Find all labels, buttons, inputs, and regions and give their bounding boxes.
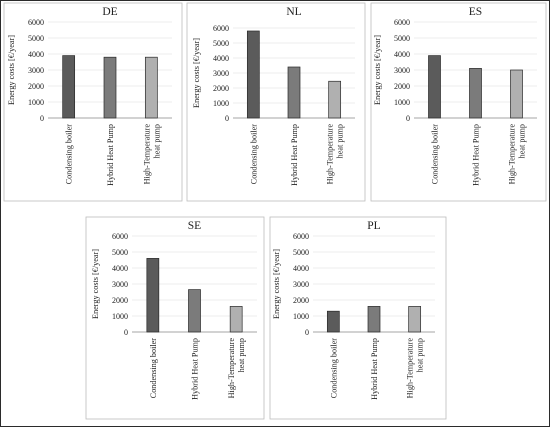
y-tick-label: 6000 xyxy=(293,232,309,241)
bar xyxy=(229,306,243,333)
y-tick-label: 1000 xyxy=(213,99,229,108)
chart-title: NL xyxy=(286,6,301,18)
chart-title: ES xyxy=(469,6,482,18)
y-tick-label: 1000 xyxy=(112,312,128,321)
y-axis-label: Energy costs [€/year] xyxy=(192,38,201,108)
category-label: heat pump xyxy=(416,338,425,372)
bar xyxy=(188,289,201,333)
y-axis-label: Energy costs [€/year] xyxy=(272,249,281,319)
category-label: Condensing boiler xyxy=(249,124,258,185)
y-tick-label: 0 xyxy=(305,328,309,337)
y-tick-label: 3000 xyxy=(293,280,309,289)
category-label: High-Temperature xyxy=(142,124,151,185)
chart-panel-de: DE 0 1000 2000 3000 4000 5000 6000 Energy costs … xyxy=(3,2,183,202)
y-axis-label: Energy costs [€/year] xyxy=(91,249,100,319)
y-tick-label: 4000 xyxy=(213,54,229,63)
y-tick-label: 3000 xyxy=(213,69,229,78)
category-label: High-Temperature xyxy=(326,124,335,185)
y-tick-label: 0 xyxy=(124,328,128,337)
y-axis-label: Energy costs [€/year] xyxy=(7,35,16,105)
y-tick-label: 4000 xyxy=(394,50,410,59)
bar xyxy=(326,310,340,333)
y-tick-label: 5000 xyxy=(28,34,44,43)
bar xyxy=(144,56,158,119)
y-tick-label: 5000 xyxy=(293,248,309,257)
y-tick-label: 1000 xyxy=(394,98,410,107)
category-label: heat pump xyxy=(518,124,527,158)
bar xyxy=(408,306,422,333)
y-tick-label: 0 xyxy=(406,114,410,123)
bar xyxy=(62,55,76,119)
category-label: Condensing boiler xyxy=(431,124,440,185)
bar xyxy=(510,69,523,119)
chart-panel-pl: PL 0 1000 2000 3000 4000 5000 6000 Energy costs … xyxy=(269,216,447,420)
bar xyxy=(146,258,160,333)
chart-title: PL xyxy=(367,220,380,232)
y-tick-label: 0 xyxy=(225,114,229,123)
y-tick-label: 2000 xyxy=(28,82,44,91)
y-tick-label: 2000 xyxy=(293,296,309,305)
category-label: Hybrid Heat Pump xyxy=(472,124,481,186)
category-label: Condensing boiler xyxy=(149,338,158,399)
bar xyxy=(246,30,260,119)
bar xyxy=(367,306,381,333)
y-tick-label: 5000 xyxy=(213,39,229,48)
y-tick-label: 3000 xyxy=(28,66,44,75)
y-tick-label: 5000 xyxy=(112,248,128,257)
y-tick-label: 4000 xyxy=(293,264,309,273)
y-tick-label: 3000 xyxy=(112,280,128,289)
y-tick-label: 4000 xyxy=(112,264,128,273)
category-label: High-Temperature xyxy=(406,338,415,399)
y-tick-label: 6000 xyxy=(112,232,128,241)
y-tick-label: 1000 xyxy=(293,312,309,321)
y-axis-label: Energy costs [€/year] xyxy=(373,35,382,105)
category-label: heat pump xyxy=(237,338,246,372)
category-label: heat pump xyxy=(336,124,345,158)
y-tick-label: 2000 xyxy=(112,296,128,305)
category-label: High-Temperature xyxy=(508,124,517,185)
y-tick-label: 0 xyxy=(40,114,44,123)
y-tick-label: 2000 xyxy=(213,84,229,93)
y-tick-label: 6000 xyxy=(213,24,229,33)
y-tick-label: 2000 xyxy=(394,82,410,91)
y-tick-label: 6000 xyxy=(394,18,410,27)
category-label: High-Temperature xyxy=(227,338,236,399)
chart-panel-se: SE 0 1000 2000 3000 4000 5000 6000 Energy costs … xyxy=(85,216,265,420)
y-tick-label: 1000 xyxy=(28,98,44,107)
bar xyxy=(328,80,342,119)
chart-panel-nl: NL 0 1000 2000 3000 4000 5000 6000 Energy costs … xyxy=(186,2,366,202)
chart-title: DE xyxy=(102,6,117,18)
category-label: Hybrid Heat Pump xyxy=(290,124,299,186)
y-tick-label: 6000 xyxy=(28,18,44,27)
category-label: Condensing boiler xyxy=(329,338,338,399)
category-label: Hybrid Heat Pump xyxy=(370,338,379,400)
y-tick-label: 4000 xyxy=(28,50,44,59)
category-label: heat pump xyxy=(152,124,161,158)
category-label: Hybrid Heat Pump xyxy=(106,124,115,186)
bar xyxy=(287,66,301,119)
y-tick-label: 3000 xyxy=(394,66,410,75)
chart-panel-es: ES 0 1000 2000 3000 4000 5000 6000 Energy costs … xyxy=(370,2,547,202)
chart-title: SE xyxy=(188,220,201,232)
category-label: Condensing boiler xyxy=(65,124,74,185)
bar xyxy=(428,55,441,119)
bar xyxy=(103,56,117,119)
y-tick-label: 5000 xyxy=(394,34,410,43)
category-label: Hybrid Heat Pump xyxy=(191,338,200,400)
bar xyxy=(469,68,482,119)
